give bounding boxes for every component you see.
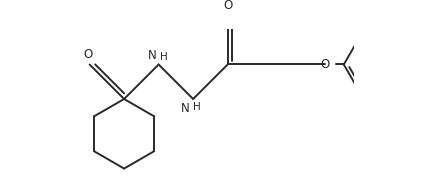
Text: N: N — [148, 49, 157, 62]
Text: O: O — [223, 0, 232, 12]
Text: N: N — [181, 102, 190, 115]
Text: O: O — [321, 58, 330, 71]
Text: H: H — [193, 102, 201, 112]
Text: H: H — [160, 52, 168, 62]
Text: O: O — [83, 48, 92, 61]
